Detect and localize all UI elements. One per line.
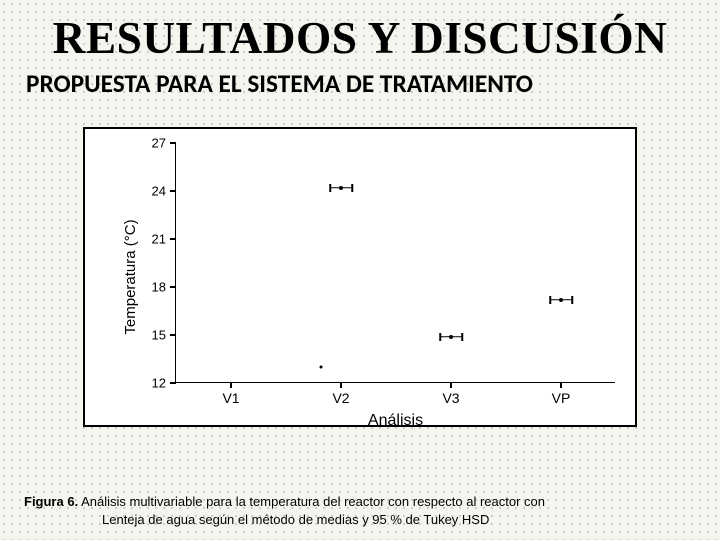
x-tick-label: V3 bbox=[442, 390, 459, 406]
x-tick bbox=[560, 382, 562, 388]
y-tick-label: 15 bbox=[152, 328, 166, 343]
page-title: RESULTADOS Y DISCUSIÓN bbox=[24, 12, 696, 64]
y-tick bbox=[170, 142, 176, 144]
y-tick bbox=[170, 286, 176, 288]
figure-caption: Figura 6. Análisis multivariable para la… bbox=[24, 493, 696, 528]
y-tick bbox=[170, 190, 176, 192]
x-axis-label: Análisis bbox=[368, 412, 423, 430]
x-tick-label: V2 bbox=[332, 390, 349, 406]
y-tick bbox=[170, 238, 176, 240]
y-tick bbox=[170, 334, 176, 336]
y-tick-label: 24 bbox=[152, 184, 166, 199]
y-tick-label: 27 bbox=[152, 136, 166, 151]
section-subtitle: PROPUESTA PARA EL SISTEMA DE TRATAMIENTO bbox=[26, 68, 696, 99]
aux-dot bbox=[320, 366, 323, 369]
x-tick bbox=[450, 382, 452, 388]
plot-area: Análisis 121518212427V1V2V3VP bbox=[175, 143, 615, 383]
x-tick-label: VP bbox=[552, 390, 571, 406]
y-tick-label: 21 bbox=[152, 232, 166, 247]
x-tick bbox=[230, 382, 232, 388]
x-tick bbox=[340, 382, 342, 388]
temperature-chart: Temperatura (°C) Análisis 121518212427V1… bbox=[83, 127, 637, 427]
y-tick-label: 12 bbox=[152, 376, 166, 391]
y-tick-label: 18 bbox=[152, 280, 166, 295]
x-tick-label: V1 bbox=[222, 390, 239, 406]
y-tick bbox=[170, 382, 176, 384]
figure-caption-line2: Lenteja de agua según el método de media… bbox=[24, 512, 489, 527]
figure-caption-line1: Análisis multivariable para la temperatu… bbox=[78, 494, 545, 509]
figure-caption-label: Figura 6. bbox=[24, 494, 78, 509]
y-axis-label: Temperatura (°C) bbox=[122, 219, 139, 334]
